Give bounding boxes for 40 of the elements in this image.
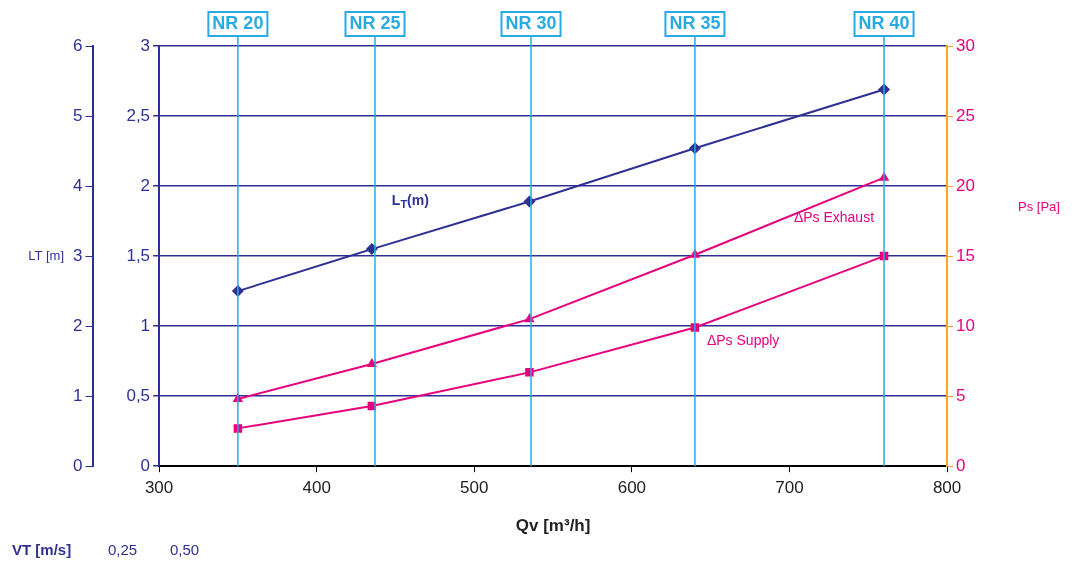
y3-tick-label: 4 (72, 175, 83, 195)
ref-line-label: NR 40 (858, 12, 910, 33)
ref-line-label: NR 25 (349, 12, 401, 33)
x-tick-label: 600 (617, 478, 647, 498)
text: VT [m/s] (12, 541, 72, 559)
y3-tick-label: 3 (72, 245, 83, 265)
y3-tick-label: 6 (72, 35, 83, 55)
y-tick-label: 0,5 (126, 385, 151, 405)
ref-line-label: NR 30 (505, 12, 557, 33)
text: 0,25 (108, 541, 138, 559)
x-tick-label: 800 (932, 478, 962, 498)
y-tick-label: 0 (140, 455, 151, 475)
y3-tick-label: 0 (72, 455, 83, 475)
x-tick-label: 500 (460, 478, 489, 498)
y-tick-label: 1 (140, 315, 151, 335)
series-label: ΔPs Supply (706, 332, 780, 349)
y3-tick-label: 2 (72, 315, 83, 335)
x-tick-label: 300 (144, 478, 174, 498)
y-tick-label: 2 (140, 175, 151, 195)
y2-tick-label: 30 (956, 35, 976, 55)
y3-tick-label: 5 (72, 105, 83, 125)
y2-tick-label: 15 (956, 245, 976, 265)
ref-line-label: NR 20 (212, 12, 264, 33)
y-tick-label: 2,5 (126, 105, 151, 125)
y2-axis-title: Ps [Pa] (1018, 198, 1060, 214)
y2-tick-label: 10 (956, 315, 976, 335)
y-tick-label: 1,5 (126, 245, 151, 265)
y2-tick-label: 0 (956, 455, 966, 475)
ref-line-label: NR 35 (669, 12, 721, 33)
series-label: ΔPs Exhaust (793, 208, 875, 225)
x-axis-title: Qv [m³/h] (515, 516, 591, 536)
y-tick-label: 3 (140, 35, 151, 55)
y2-tick-label: 25 (956, 105, 976, 125)
text: 0,50 (170, 541, 200, 559)
x-tick-label: 400 (302, 478, 331, 498)
x-tick-label: 700 (775, 478, 804, 498)
y2-tick-label: 20 (956, 175, 976, 195)
y3-tick-label: 1 (72, 385, 83, 405)
y2-tick-label: 5 (956, 385, 966, 405)
y3-axis-title: LT [m] (28, 247, 64, 263)
